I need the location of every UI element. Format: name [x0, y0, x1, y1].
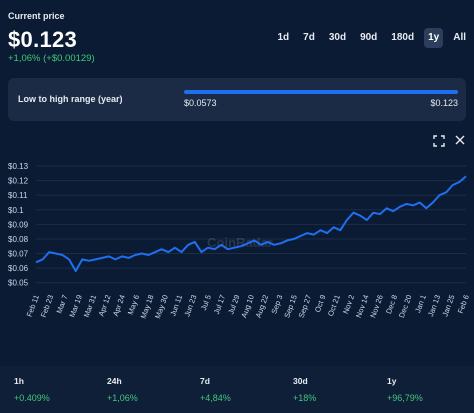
- current-price-label: Current price: [8, 11, 65, 21]
- range-bar: [184, 90, 458, 94]
- y-tick-label: $0.05: [8, 279, 29, 288]
- stat-period: 7d: [200, 376, 210, 386]
- stat-value: +1,06%: [107, 393, 138, 403]
- stat-value: +18%: [293, 393, 317, 403]
- current-price-value: $0.123: [8, 27, 78, 52]
- expand-icon[interactable]: [433, 135, 445, 147]
- x-tick-label: Mar 7: [55, 294, 70, 315]
- stat-value: +4,84%: [200, 393, 231, 403]
- tab-30d[interactable]: 30d: [328, 32, 347, 43]
- range-high-value: $0.123: [430, 98, 458, 108]
- x-tick-label: Dec 20: [397, 294, 414, 319]
- x-tick-label: Apr 24: [111, 294, 127, 318]
- tab-7d[interactable]: 7d: [303, 32, 315, 43]
- stat-period: 1h: [14, 376, 24, 386]
- x-tick-label: May 30: [153, 294, 170, 320]
- x-tick-label: Feb 6: [456, 294, 471, 315]
- x-tick-label: Aug 22: [254, 294, 271, 319]
- y-tick-label: $0.12: [8, 177, 29, 186]
- tab-90d[interactable]: 90d: [360, 32, 378, 43]
- tab-1d[interactable]: 1d: [277, 32, 290, 43]
- x-tick-label: Feb 23: [39, 294, 55, 319]
- price-change: +1,06% (+$0.00129): [8, 53, 95, 64]
- stat-period: 1y: [387, 376, 397, 386]
- year-range-card: Low to high range (year) $0.0573 $0.123: [8, 78, 466, 121]
- x-tick-label: Jul 29: [226, 294, 241, 316]
- price-chart[interactable]: $0.13 $0.12 $0.11 $0.1 $0.09 $0.08 $0.07 $0.06 $…: [0, 150, 474, 350]
- y-tick-label: $0.11: [8, 191, 28, 200]
- x-tick-label: Jul 5: [199, 294, 213, 312]
- performance-stats: 1h +0.409% 24h +1,06% 7d +4,84% 30d +18%…: [0, 366, 474, 413]
- stat-period: 24h: [107, 376, 122, 386]
- x-tick-label: Dec 8: [384, 294, 399, 315]
- x-tick-label: Jun 23: [182, 294, 198, 318]
- y-tick-label: $0.09: [8, 220, 29, 229]
- y-tick-label: $0.08: [8, 235, 29, 244]
- y-tick-label: $0.06: [8, 264, 29, 273]
- time-range-tabs: 1d 7d 30d 90d 180d 1y All: [273, 28, 470, 48]
- tab-all[interactable]: All: [453, 32, 466, 43]
- x-tick-label: Jul 17: [212, 294, 227, 316]
- x-tick-label: Jan 1: [413, 294, 428, 314]
- y-tick-label: $0.13: [8, 162, 29, 171]
- x-tick-label: Nov 26: [368, 294, 385, 319]
- chart-y-axis: $0.13 $0.12 $0.11 $0.1 $0.09 $0.08 $0.07 $0.06 $…: [8, 162, 29, 288]
- stat-value: +0.409%: [14, 393, 50, 403]
- tab-180d[interactable]: 180d: [391, 32, 415, 43]
- range-label: Low to high range (year): [18, 94, 123, 104]
- range-low-value: $0.0573: [184, 98, 217, 108]
- x-tick-label: Sep 3: [269, 294, 284, 316]
- chart-grid: [36, 165, 466, 284]
- x-tick-label: Nov 2: [341, 294, 356, 315]
- close-icon[interactable]: [454, 134, 466, 146]
- stat-value: +96,79%: [387, 393, 423, 403]
- x-tick-label: Oct 9: [313, 294, 328, 314]
- y-tick-label: $0.1: [8, 206, 24, 215]
- x-tick-label: Jan 25: [440, 294, 456, 318]
- y-tick-label: $0.07: [8, 250, 29, 259]
- x-tick-label: Oct 21: [326, 294, 342, 318]
- price-line: [35, 175, 467, 272]
- stat-period: 30d: [293, 376, 308, 386]
- x-tick-label: Sep 27: [297, 294, 314, 319]
- tab-1y[interactable]: 1y: [424, 28, 444, 48]
- x-tick-label: May 6: [126, 294, 141, 316]
